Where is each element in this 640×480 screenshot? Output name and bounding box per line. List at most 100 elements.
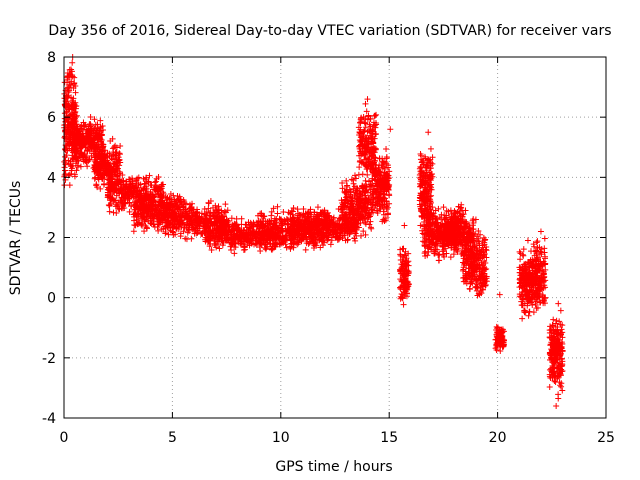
data-point — [148, 220, 155, 227]
data-point — [283, 236, 290, 243]
data-point — [77, 131, 84, 138]
data-point — [77, 146, 84, 153]
data-point — [119, 194, 126, 201]
data-point — [61, 164, 68, 171]
data-point — [73, 129, 80, 136]
data-point — [86, 148, 93, 155]
data-point — [152, 178, 159, 185]
data-point — [113, 185, 120, 192]
data-point — [141, 217, 148, 224]
data-point — [220, 213, 227, 220]
y-axis-label: SDTVAR / TECUs — [8, 181, 24, 296]
data-point — [81, 140, 88, 147]
data-point — [474, 284, 481, 291]
data-point — [66, 104, 73, 111]
data-point — [261, 241, 268, 248]
data-point — [87, 113, 94, 120]
data-point — [212, 219, 219, 226]
data-point — [117, 142, 124, 149]
data-point — [111, 165, 118, 172]
data-point — [246, 224, 253, 231]
data-point — [61, 79, 68, 86]
data-point — [175, 221, 182, 228]
data-point — [219, 221, 226, 228]
data-point — [94, 168, 101, 175]
data-point — [143, 176, 150, 183]
data-point — [237, 229, 244, 236]
data-point — [71, 173, 78, 180]
data-point — [110, 196, 117, 203]
data-point — [250, 223, 257, 230]
data-point — [218, 207, 225, 214]
data-point — [97, 117, 104, 124]
data-point — [98, 137, 105, 144]
data-point — [84, 163, 91, 170]
data-point — [197, 220, 204, 227]
data-point — [77, 163, 84, 170]
data-point — [62, 176, 69, 183]
data-point — [229, 227, 236, 234]
data-point — [114, 162, 121, 169]
data-point — [115, 154, 122, 161]
data-point — [122, 185, 129, 192]
data-point — [478, 290, 485, 297]
data-point — [100, 143, 107, 150]
data-point — [201, 206, 208, 213]
data-point — [109, 135, 116, 142]
data-point — [202, 230, 209, 237]
data-point — [129, 178, 136, 185]
data-point — [205, 228, 212, 235]
data-point — [159, 181, 166, 188]
data-point — [148, 182, 155, 189]
data-point — [119, 177, 126, 184]
data-point — [93, 162, 100, 169]
data-point — [386, 168, 393, 175]
data-point — [151, 198, 158, 205]
data-point — [69, 156, 76, 163]
data-point — [105, 164, 112, 171]
data-point — [81, 151, 88, 158]
data-point — [196, 213, 203, 220]
data-points — [61, 54, 566, 409]
data-point — [69, 97, 76, 104]
data-point — [242, 221, 249, 228]
data-point — [188, 218, 195, 225]
data-point — [92, 135, 99, 142]
data-point — [90, 140, 97, 147]
data-point — [177, 230, 184, 237]
data-point — [93, 170, 100, 177]
data-point — [92, 145, 99, 152]
data-point — [214, 227, 221, 234]
data-point — [80, 123, 87, 130]
data-point — [108, 174, 115, 181]
data-point — [176, 199, 183, 206]
data-point — [119, 172, 126, 179]
data-point — [67, 161, 74, 168]
data-point — [112, 203, 119, 210]
data-point — [154, 212, 161, 219]
data-point — [116, 150, 123, 157]
data-point — [117, 186, 124, 193]
data-point — [212, 242, 219, 249]
data-point — [128, 202, 135, 209]
data-point — [73, 112, 80, 119]
data-point — [152, 183, 159, 190]
data-point — [91, 175, 98, 182]
data-point — [151, 184, 158, 191]
data-point — [109, 184, 116, 191]
data-point — [144, 225, 151, 232]
data-point — [330, 216, 337, 223]
data-point — [194, 206, 201, 213]
data-point — [203, 234, 210, 241]
data-point — [62, 128, 69, 135]
data-point — [239, 233, 246, 240]
data-point — [142, 206, 149, 213]
data-point — [214, 214, 221, 221]
data-point — [143, 183, 150, 190]
data-point — [459, 213, 466, 220]
data-point — [223, 232, 230, 239]
data-point — [69, 103, 76, 110]
chart-title: Day 356 of 2016, Sidereal Day-to-day VTE… — [48, 23, 611, 39]
data-point — [70, 99, 77, 106]
